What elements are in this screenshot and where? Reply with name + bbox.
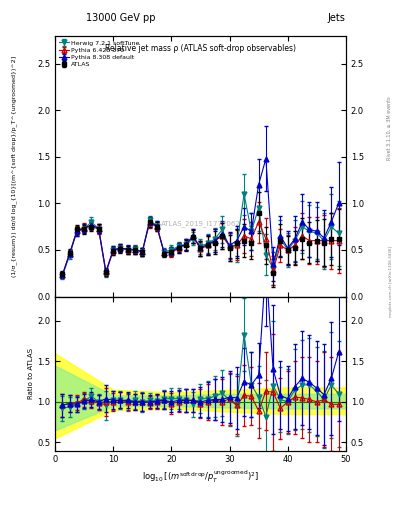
X-axis label: $\log_{10}[(m^{\rm soft\,drop}/p_T^{\rm ungroomed})^2]$: $\log_{10}[(m^{\rm soft\,drop}/p_T^{\rm … [142, 468, 259, 485]
Text: 13000 GeV pp: 13000 GeV pp [86, 13, 156, 23]
Y-axis label: (1/σ_{resum}) dσ/d log_{10}[(m^{soft drop}/p_T^{ungroomed})^2]: (1/σ_{resum}) dσ/d log_{10}[(m^{soft dro… [11, 56, 17, 277]
Y-axis label: Ratio to ATLAS: Ratio to ATLAS [28, 348, 34, 399]
Text: ATLAS_2019_I1772062: ATLAS_2019_I1772062 [161, 220, 240, 227]
Text: Relative jet mass ρ (ATLAS soft-drop observables): Relative jet mass ρ (ATLAS soft-drop obs… [105, 44, 296, 53]
Text: Jets: Jets [328, 13, 346, 23]
Text: Rivet 3.1.10, ≥ 3M events: Rivet 3.1.10, ≥ 3M events [387, 96, 391, 160]
Legend: Herwig 7.2.1 softTune, Pythia 6.428 370, Pythia 8.308 default, ATLAS: Herwig 7.2.1 softTune, Pythia 6.428 370,… [57, 38, 142, 70]
Text: mcplots.cern.ch [arXiv:1306.3436]: mcplots.cern.ch [arXiv:1306.3436] [389, 246, 393, 317]
